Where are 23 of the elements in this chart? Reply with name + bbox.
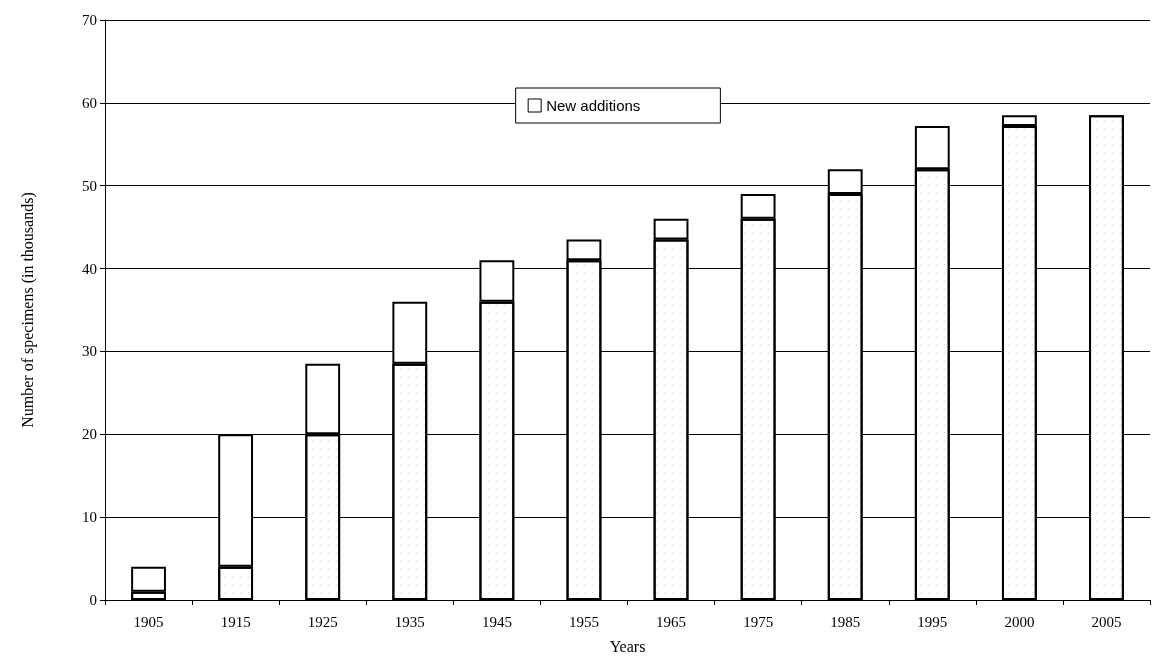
y-tick-label: 10 [82, 509, 97, 526]
x-tick-label: 2000 [1004, 613, 1035, 630]
y-tick-label: 70 [82, 12, 97, 28]
y-tick-label: 20 [82, 426, 97, 443]
y-tick-label: 50 [82, 177, 97, 194]
x-tick-label: 2005 [1091, 613, 1122, 630]
y-tick-label: 30 [82, 343, 97, 360]
y-axis-title: Number of specimens (in thousands) [18, 192, 37, 428]
x-tick-label: 1965 [656, 613, 687, 630]
x-tick-label: 1925 [307, 613, 338, 630]
legend-label: New additions [546, 97, 641, 114]
x-tick-label: 1995 [917, 613, 948, 630]
x-axis-title: Years [609, 637, 646, 655]
x-tick-label: 1975 [743, 613, 774, 630]
y-tick-label: 0 [89, 592, 97, 608]
y-tick-label: 40 [82, 260, 97, 277]
x-tick-label: 1915 [220, 613, 251, 630]
x-tick-label: 1905 [133, 613, 164, 630]
x-tick-label: 1945 [481, 613, 512, 630]
x-tick-label: 1935 [394, 613, 425, 630]
x-tick-label: 1985 [830, 613, 861, 630]
y-tick-label: 60 [82, 94, 97, 111]
x-tick-label: 1955 [568, 613, 599, 630]
